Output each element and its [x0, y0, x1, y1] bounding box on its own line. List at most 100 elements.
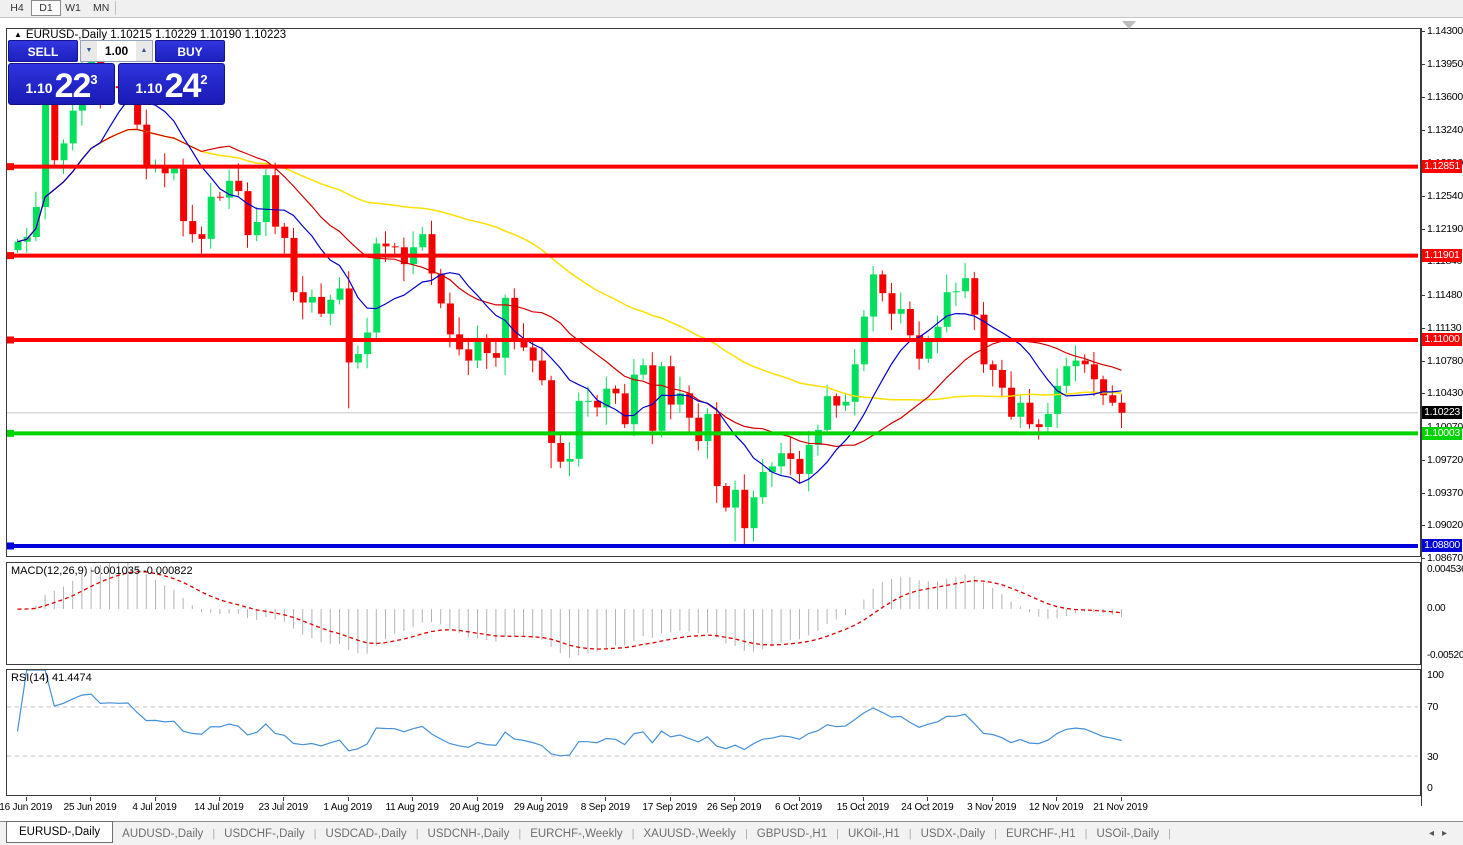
date-label: 3 Nov 2019 — [967, 802, 1017, 813]
candlestick — [492, 341, 500, 367]
candlestick — [805, 430, 813, 492]
candlestick — [998, 359, 1006, 398]
price-tick-label: 1.10430 — [1427, 387, 1463, 400]
toolbar-separator — [115, 1, 116, 15]
candlestick — [621, 383, 629, 428]
symbol-marker-icon: ▲ — [14, 30, 22, 39]
candlestick — [32, 191, 40, 242]
buy-price-small: 1.10 — [135, 80, 163, 96]
candlestick — [400, 237, 408, 282]
chart-tab-usdcnh-daily[interactable]: USDCNH-,Daily — [427, 827, 510, 840]
sell-button[interactable]: SELL — [8, 40, 78, 62]
rsi-chart — [7, 670, 1418, 757]
line-anchor-handle[interactable] — [7, 542, 14, 550]
tab-scroll-right-icon[interactable]: ▸ — [1441, 828, 1455, 839]
timeframe-button-mn[interactable]: MN — [93, 2, 110, 14]
macd-axis-label: 0.004536 — [1427, 564, 1463, 575]
chart-tab-eurusd-daily[interactable]: EURUSD-,Daily — [6, 820, 114, 843]
line-anchor-handle[interactable] — [7, 252, 14, 260]
sell-price-sup: 3 — [90, 72, 98, 87]
date-tick — [283, 797, 285, 801]
macd-chart — [17, 563, 1122, 658]
tab-separator: | — [631, 827, 635, 840]
candlestick — [308, 289, 316, 313]
candlestick — [722, 483, 730, 512]
price-tick-label: 1.11480 — [1427, 289, 1463, 302]
volume-value[interactable]: 1.00 — [104, 44, 129, 58]
candlestick — [465, 340, 473, 375]
price-tick — [1421, 130, 1425, 132]
price-tick-label: 1.13240 — [1427, 124, 1463, 137]
candlestick — [943, 274, 951, 333]
candlestick — [42, 95, 50, 220]
buy-price-sup: 2 — [200, 72, 208, 87]
chart-tab-ukoil-h1[interactable]: UKOil-,H1 — [847, 827, 900, 840]
timeframe-button-d1[interactable]: D1 — [31, 0, 61, 16]
rsi-axis-label: 100 — [1427, 669, 1444, 681]
candlestick — [60, 139, 68, 174]
buy-button[interactable]: BUY — [155, 40, 225, 62]
candlestick — [226, 169, 234, 209]
candlestick — [364, 317, 372, 369]
chart-tab-usdx-daily[interactable]: USDX-,Daily — [920, 827, 986, 840]
chart-tab-usdchf-daily[interactable]: USDCHF-,Daily — [224, 827, 305, 840]
line-anchor-handle[interactable] — [7, 429, 14, 437]
candlestick — [796, 451, 804, 484]
timeframe-toolbar: H4 D1 W1 MN — [0, 0, 1463, 18]
chart-shift-marker-icon[interactable] — [1122, 21, 1136, 29]
candlestick — [216, 191, 224, 201]
tab-scroll-arrows[interactable]: ◂▸ — [1429, 828, 1455, 839]
volume-increase-icon[interactable]: ▲ — [136, 41, 152, 61]
timeframe-button-h4[interactable]: H4 — [10, 2, 24, 14]
volume-stepper: ▼ 1.00 ▲ — [80, 40, 153, 62]
date-tick — [798, 797, 800, 801]
buy-price-quote[interactable]: 1.10 24 2 — [118, 63, 225, 105]
volume-decrease-icon[interactable]: ▼ — [81, 41, 97, 61]
price-axis[interactable]: 1.143001.139501.136001.132401.128901.125… — [1421, 17, 1463, 820]
chart-tab-eurchf-h1[interactable]: EURCHF-,H1 — [1005, 827, 1076, 840]
macd-indicator-panel[interactable]: MACD(12,26,9) -0.001035 -0.000822 — [6, 562, 1421, 665]
chart-tab-eurchf-weekly[interactable]: EURCHF-,Weekly — [530, 827, 623, 840]
price-tick — [1421, 558, 1425, 560]
tab-separator: | — [212, 827, 216, 840]
candlestick — [989, 360, 997, 387]
date-label: 14 Jul 2019 — [194, 802, 244, 813]
chart-tab-usoil-daily[interactable]: USOil-,Daily — [1096, 827, 1160, 840]
chart-tab-audusd-daily[interactable]: AUDUSD-,Daily — [122, 827, 204, 840]
tab-scroll-left-icon[interactable]: ◂ — [1428, 828, 1442, 839]
macd-signal-line — [17, 570, 1122, 650]
candlestick — [419, 226, 427, 251]
candlestick-chart — [7, 47, 1418, 550]
sell-price-quote[interactable]: 1.10 22 3 — [8, 63, 115, 105]
line-anchor-handle[interactable] — [7, 163, 14, 171]
candlestick — [851, 349, 859, 416]
candlestick — [566, 441, 574, 477]
date-label: 23 Jul 2019 — [258, 802, 309, 813]
rsi-indicator-panel[interactable]: RSI(14) 41.4474 — [6, 669, 1421, 796]
date-tick — [927, 797, 929, 801]
price-tick — [1421, 228, 1425, 230]
tab-separator: | — [908, 827, 912, 840]
date-label: 12 Nov 2019 — [1028, 802, 1084, 813]
macd-axis-label: 0.00 — [1427, 603, 1446, 614]
chart-title: ▲ EURUSD-,Daily 1.10215 1.10229 1.10190 1… — [14, 29, 286, 41]
chart-tab-gbpusd-h1[interactable]: GBPUSD-,H1 — [756, 827, 828, 840]
price-chart-panel[interactable] — [6, 28, 1421, 557]
candlestick — [437, 268, 445, 309]
date-axis[interactable]: 16 Jun 2019 25 Jun 2019 4 Jul 2019 14 Jul 2… — [0, 797, 1421, 819]
line-anchor-handle[interactable] — [7, 336, 14, 344]
candlestick — [888, 282, 896, 331]
candlestick — [1035, 419, 1043, 440]
date-tick — [347, 797, 349, 801]
candlestick — [649, 352, 657, 445]
support-line-label: 1.08800 — [1422, 539, 1462, 553]
candlestick — [630, 359, 638, 437]
resistance-line-label: 1.11901 — [1422, 249, 1462, 263]
timeframe-button-w1[interactable]: W1 — [65, 2, 81, 14]
tab-separator: | — [836, 827, 839, 840]
chart-tab-xauusd-weekly[interactable]: XAUUSD-,Weekly — [643, 827, 736, 840]
candlestick — [244, 182, 252, 248]
chart-tab-usdcad-daily[interactable]: USDCAD-,Daily — [325, 827, 407, 840]
candlestick — [161, 153, 169, 188]
tab-separator: | — [313, 827, 317, 840]
